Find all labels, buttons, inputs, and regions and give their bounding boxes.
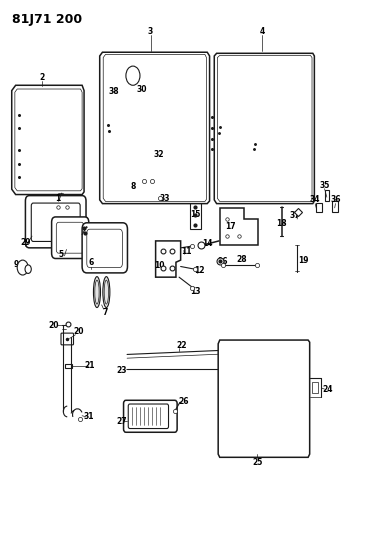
FancyBboxPatch shape xyxy=(87,229,122,268)
Text: 24: 24 xyxy=(323,385,333,393)
Text: 16: 16 xyxy=(217,257,227,265)
Bar xyxy=(325,190,329,201)
Text: 10: 10 xyxy=(154,261,165,270)
Text: 7: 7 xyxy=(102,309,108,317)
Text: 30: 30 xyxy=(136,85,147,94)
Circle shape xyxy=(17,260,28,275)
Polygon shape xyxy=(103,54,206,201)
FancyBboxPatch shape xyxy=(102,116,206,201)
Circle shape xyxy=(126,66,140,85)
FancyBboxPatch shape xyxy=(151,134,199,159)
FancyBboxPatch shape xyxy=(135,166,161,191)
Bar xyxy=(332,201,338,212)
Text: 32: 32 xyxy=(153,150,163,159)
Polygon shape xyxy=(218,340,310,457)
Text: 21: 21 xyxy=(84,361,94,369)
Polygon shape xyxy=(100,52,210,204)
Text: 33: 33 xyxy=(160,194,170,203)
FancyBboxPatch shape xyxy=(52,217,89,259)
Text: 1: 1 xyxy=(55,194,61,203)
Polygon shape xyxy=(217,55,312,201)
Text: 17: 17 xyxy=(225,222,236,231)
Text: 27: 27 xyxy=(116,417,127,425)
Text: 23: 23 xyxy=(116,366,126,375)
Text: 34: 34 xyxy=(310,196,320,204)
Text: 29: 29 xyxy=(20,238,30,247)
Text: 38: 38 xyxy=(108,87,119,96)
Text: 26: 26 xyxy=(179,397,189,406)
FancyBboxPatch shape xyxy=(216,60,311,114)
Text: 2: 2 xyxy=(39,73,45,82)
Text: 35: 35 xyxy=(319,181,330,190)
FancyBboxPatch shape xyxy=(280,176,297,191)
FancyBboxPatch shape xyxy=(56,222,84,253)
Ellipse shape xyxy=(95,280,99,304)
Text: 25: 25 xyxy=(252,458,262,467)
Bar xyxy=(49,96,68,112)
Bar xyxy=(316,203,322,212)
Ellipse shape xyxy=(104,280,108,304)
Text: 81J71 200: 81J71 200 xyxy=(12,13,82,26)
Text: 36: 36 xyxy=(330,196,341,204)
Text: 14: 14 xyxy=(202,239,212,248)
Polygon shape xyxy=(220,208,258,245)
FancyBboxPatch shape xyxy=(219,354,294,437)
FancyBboxPatch shape xyxy=(108,134,148,159)
Polygon shape xyxy=(214,53,314,204)
FancyBboxPatch shape xyxy=(82,223,127,273)
Text: 12: 12 xyxy=(194,266,204,275)
Text: 11: 11 xyxy=(182,247,192,256)
Ellipse shape xyxy=(93,277,100,308)
FancyBboxPatch shape xyxy=(124,400,177,432)
Text: 18: 18 xyxy=(276,220,287,228)
FancyBboxPatch shape xyxy=(31,203,80,241)
FancyBboxPatch shape xyxy=(128,404,169,429)
FancyBboxPatch shape xyxy=(106,157,152,197)
Text: 37: 37 xyxy=(290,212,301,220)
Bar xyxy=(65,364,72,368)
FancyBboxPatch shape xyxy=(54,192,61,207)
Text: 15: 15 xyxy=(190,211,201,219)
Polygon shape xyxy=(12,85,84,195)
Polygon shape xyxy=(15,89,82,191)
FancyBboxPatch shape xyxy=(61,333,74,345)
Bar xyxy=(190,200,201,229)
Text: 6: 6 xyxy=(88,258,93,266)
Text: 22: 22 xyxy=(177,341,187,350)
Text: 19: 19 xyxy=(298,256,308,264)
Text: 5: 5 xyxy=(58,250,63,259)
FancyBboxPatch shape xyxy=(64,192,71,207)
Polygon shape xyxy=(156,241,181,277)
Text: 13: 13 xyxy=(190,287,201,296)
Text: 28: 28 xyxy=(236,255,247,264)
Ellipse shape xyxy=(103,277,110,308)
Text: 20: 20 xyxy=(49,321,59,329)
Bar xyxy=(312,382,318,393)
Text: 8: 8 xyxy=(130,182,136,191)
Text: 4: 4 xyxy=(259,28,265,36)
Circle shape xyxy=(25,265,31,273)
FancyBboxPatch shape xyxy=(25,196,86,248)
Text: 9: 9 xyxy=(14,261,19,269)
FancyBboxPatch shape xyxy=(151,157,201,197)
Text: 31: 31 xyxy=(84,413,94,421)
Text: 3: 3 xyxy=(148,28,153,36)
Text: 20: 20 xyxy=(73,327,83,336)
